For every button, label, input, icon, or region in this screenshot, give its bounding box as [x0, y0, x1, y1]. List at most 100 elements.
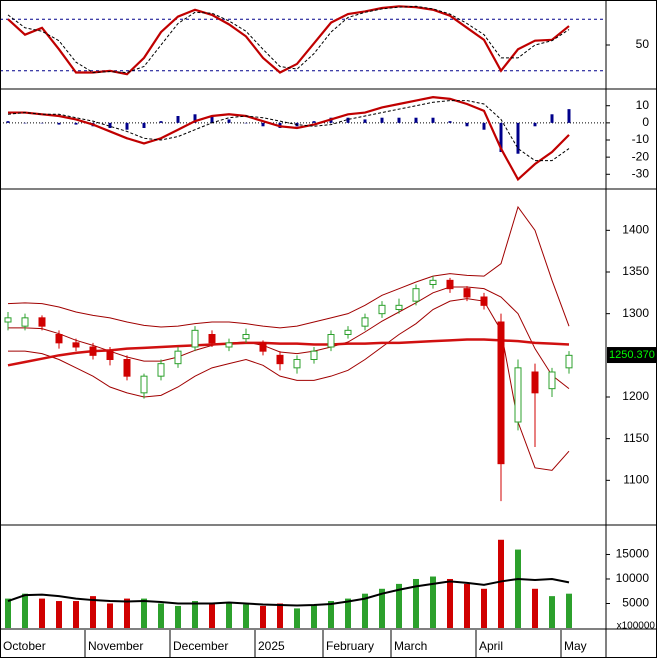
volume-bar — [243, 604, 249, 628]
y-tick-label: 1200 — [622, 389, 649, 403]
volume-bar — [379, 588, 385, 628]
candle-body — [480, 296, 488, 306]
x-tick-label: April — [479, 639, 503, 653]
histogram-bar — [210, 116, 214, 123]
histogram-bar — [465, 122, 469, 127]
candle-body — [242, 334, 250, 340]
histogram-bar — [312, 121, 316, 123]
volume-bar — [124, 598, 130, 628]
y-tick-label: 1100 — [623, 473, 649, 487]
y-tick-label: 1400 — [622, 223, 649, 237]
x-tick-label: May — [564, 639, 587, 653]
volume-bar — [396, 583, 402, 628]
volume-bar — [498, 539, 504, 628]
candle-body — [38, 317, 46, 327]
y-tick-label: 1350 — [622, 264, 649, 278]
x-tick-label: March — [394, 639, 427, 653]
histogram-bar — [346, 117, 350, 123]
y-tick-label: -20 — [632, 149, 650, 163]
candle-body — [344, 329, 352, 336]
candle-body — [259, 342, 267, 352]
candle-body — [174, 350, 182, 365]
candle-body — [293, 359, 301, 369]
candle-body — [429, 279, 437, 286]
volume-bar — [158, 603, 164, 628]
x-tick-label: November — [88, 639, 143, 653]
histogram-bar — [108, 122, 112, 128]
x-tick-label: October — [3, 639, 46, 653]
candle-body — [191, 329, 199, 348]
candle-body — [548, 371, 556, 390]
histogram-bar — [23, 122, 27, 124]
volume-bar — [39, 598, 45, 628]
x-tick-label: December — [173, 639, 228, 653]
volume-bar — [532, 588, 538, 628]
candle-body — [531, 371, 539, 394]
volume-bar — [175, 605, 181, 628]
histogram-bar — [261, 122, 265, 127]
indicator-line — [8, 96, 570, 182]
candle-body — [514, 367, 522, 423]
y-tick-label: 10 — [636, 98, 650, 112]
volume-bar — [56, 601, 62, 628]
histogram-bar — [516, 122, 520, 154]
candle-body — [225, 342, 233, 348]
histogram-bar — [6, 121, 10, 123]
candle-body — [395, 304, 403, 311]
volume-bar — [73, 601, 79, 628]
histogram-bar — [159, 121, 163, 123]
candle-body — [21, 317, 29, 327]
histogram-bar — [57, 122, 61, 125]
y-tick-label: 10000 — [616, 571, 650, 585]
candle-body — [157, 363, 165, 377]
candle-body — [327, 334, 335, 348]
band-line — [7, 338, 570, 367]
y-tick-label: 0 — [642, 115, 649, 129]
histogram-bar — [244, 122, 248, 124]
band-line — [8, 298, 570, 471]
x-tick-label: February — [326, 639, 374, 653]
volume-bar — [260, 605, 266, 628]
y-tick-label: 50 — [636, 37, 650, 51]
y-tick-label: -30 — [632, 166, 650, 180]
y-tick-label: 5000 — [622, 596, 649, 610]
candle-body — [106, 350, 114, 360]
histogram-bar — [550, 114, 554, 123]
volume-bar — [294, 608, 300, 628]
candle-body — [4, 317, 12, 323]
histogram-bar — [193, 114, 197, 123]
candle-body — [378, 304, 386, 315]
volume-bar — [107, 603, 113, 628]
volume-ma-line — [7, 577, 570, 607]
volume-bar — [515, 549, 521, 628]
volume-unit: x100000 — [617, 621, 656, 632]
histogram-bar — [533, 122, 537, 127]
candle-body — [463, 288, 471, 298]
candle-body — [55, 334, 63, 344]
volume-bar — [311, 604, 317, 628]
volume-bar — [464, 583, 470, 628]
histogram-bar — [380, 117, 384, 123]
candle-body — [412, 288, 420, 302]
histogram-bar — [397, 117, 401, 123]
histogram-bar — [176, 116, 180, 123]
volume-bar — [90, 596, 96, 628]
histogram-bar — [448, 121, 452, 123]
signal-line — [7, 5, 570, 74]
volume-bar — [345, 598, 351, 628]
candle-body — [276, 354, 284, 365]
volume-bar — [328, 601, 334, 628]
histogram-bar — [363, 119, 367, 123]
candle-body — [565, 354, 573, 369]
volume-bar — [362, 593, 368, 628]
last-price-box — [607, 347, 657, 364]
candle-body — [208, 334, 216, 344]
x-tick-label: 2025 — [258, 639, 285, 653]
candle-body — [89, 346, 97, 356]
candle-body — [310, 350, 318, 360]
volume-bar — [481, 588, 487, 628]
volume-bar — [413, 578, 419, 628]
